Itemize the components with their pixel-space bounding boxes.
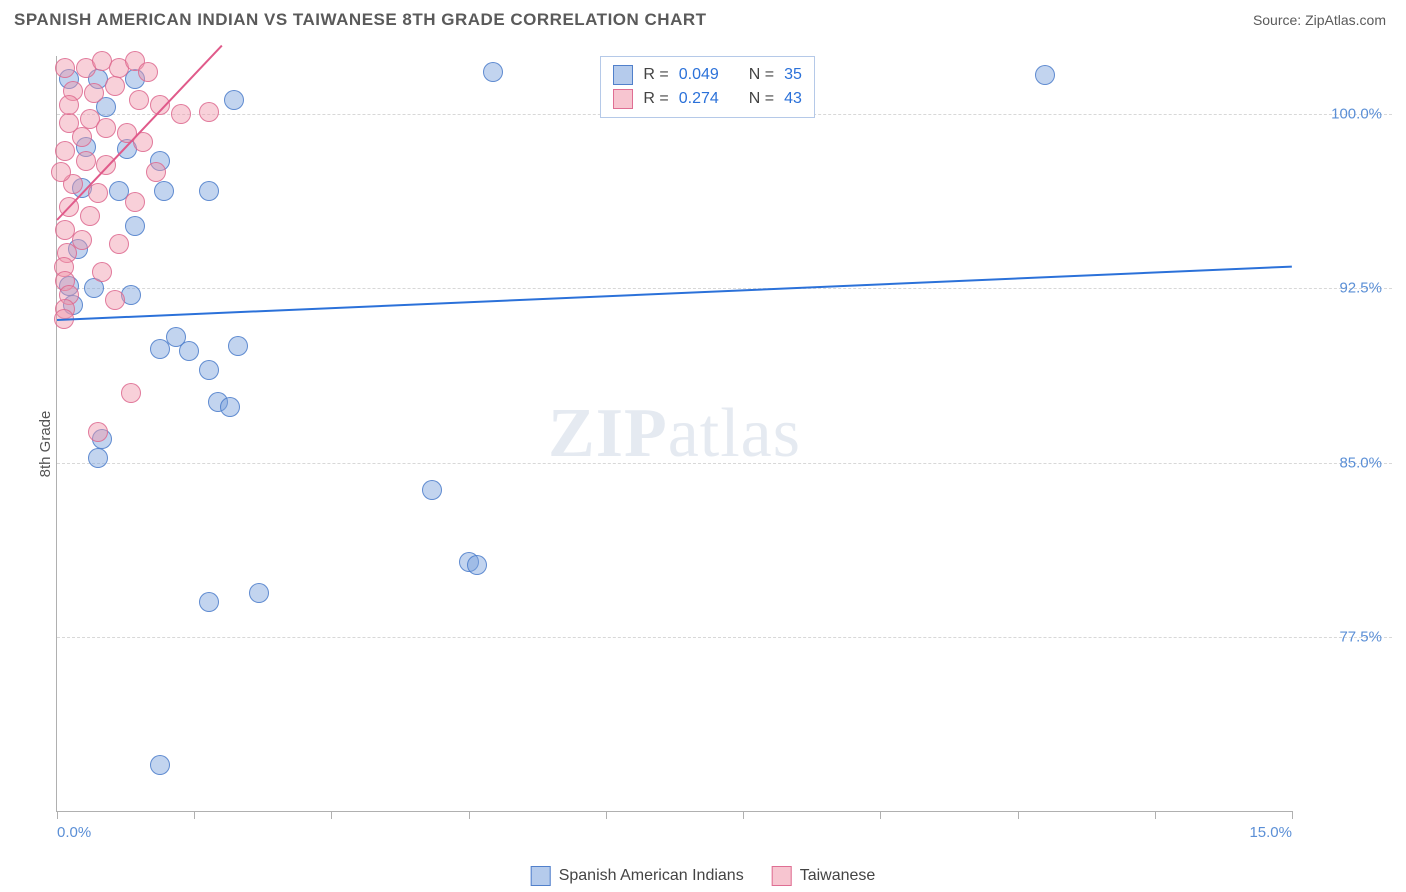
x-tick — [194, 811, 195, 819]
legend-n-label: N = — [749, 66, 774, 84]
scatter-point — [150, 755, 170, 775]
gridline-h — [57, 637, 1392, 638]
scatter-plot: ZIPatlas 100.0%92.5%85.0%77.5%0.0%15.0%R… — [56, 56, 1292, 812]
scatter-point — [121, 383, 141, 403]
scatter-point — [199, 181, 219, 201]
legend-n-label: N = — [749, 90, 774, 108]
legend-swatch — [772, 866, 792, 886]
x-tick — [1018, 811, 1019, 819]
scatter-point — [88, 422, 108, 442]
y-tick-label: 100.0% — [1331, 106, 1382, 123]
legend-n-value: 43 — [784, 90, 802, 108]
legend-n-value: 35 — [784, 66, 802, 84]
legend-label: Taiwanese — [800, 867, 876, 885]
scatter-point — [199, 102, 219, 122]
legend-r-label: R = — [643, 66, 668, 84]
legend-item: Spanish American Indians — [531, 866, 744, 886]
scatter-point — [96, 118, 116, 138]
chart-source: Source: ZipAtlas.com — [1253, 12, 1386, 28]
x-tick — [1292, 811, 1293, 819]
correlation-legend: R = 0.049 N = 35 R = 0.274 N = 43 — [600, 56, 815, 118]
x-tick-label: 15.0% — [1249, 824, 1292, 841]
legend-r-value: 0.274 — [679, 90, 719, 108]
x-tick — [469, 811, 470, 819]
scatter-point — [138, 62, 158, 82]
scatter-point — [105, 76, 125, 96]
legend-r-value: 0.049 — [679, 66, 719, 84]
x-tick — [880, 811, 881, 819]
x-tick — [743, 811, 744, 819]
scatter-point — [146, 162, 166, 182]
scatter-point — [228, 336, 248, 356]
scatter-point — [1035, 65, 1055, 85]
y-tick-label: 77.5% — [1339, 628, 1382, 645]
scatter-point — [59, 95, 79, 115]
scatter-point — [199, 592, 219, 612]
legend-swatch — [531, 866, 551, 886]
scatter-point — [55, 141, 75, 161]
scatter-point — [109, 234, 129, 254]
scatter-point — [51, 162, 71, 182]
y-axis-label: 8th Grade — [37, 411, 54, 478]
legend-r-label: R = — [643, 90, 668, 108]
x-tick — [1155, 811, 1156, 819]
x-tick — [57, 811, 58, 819]
scatter-point — [171, 104, 191, 124]
legend-swatch — [613, 65, 633, 85]
scatter-point — [220, 397, 240, 417]
x-tick — [606, 811, 607, 819]
chart-title: SPANISH AMERICAN INDIAN VS TAIWANESE 8TH… — [14, 10, 707, 30]
scatter-point — [467, 555, 487, 575]
scatter-point — [129, 90, 149, 110]
scatter-point — [84, 83, 104, 103]
scatter-point — [483, 62, 503, 82]
scatter-point — [154, 181, 174, 201]
legend-swatch — [613, 89, 633, 109]
scatter-point — [249, 583, 269, 603]
chart-header: SPANISH AMERICAN INDIAN VS TAIWANESE 8TH… — [0, 0, 1406, 34]
legend-row: R = 0.049 N = 35 — [613, 63, 802, 87]
scatter-point — [125, 216, 145, 236]
scatter-point — [92, 262, 112, 282]
watermark: ZIPatlas — [548, 394, 801, 474]
chart-area: 8th Grade ZIPatlas 100.0%92.5%85.0%77.5%… — [14, 46, 1392, 842]
scatter-point — [199, 360, 219, 380]
y-tick-label: 92.5% — [1339, 280, 1382, 297]
scatter-point — [422, 480, 442, 500]
legend-item: Taiwanese — [772, 866, 876, 886]
scatter-point — [55, 58, 75, 78]
scatter-point — [80, 206, 100, 226]
trend-line — [57, 265, 1292, 320]
scatter-point — [88, 183, 108, 203]
x-tick-label: 0.0% — [57, 824, 91, 841]
scatter-point — [105, 290, 125, 310]
scatter-point — [72, 127, 92, 147]
scatter-point — [224, 90, 244, 110]
scatter-point — [76, 151, 96, 171]
legend-label: Spanish American Indians — [559, 867, 744, 885]
legend-bottom: Spanish American Indians Taiwanese — [531, 866, 876, 886]
x-tick — [331, 811, 332, 819]
gridline-h — [57, 463, 1392, 464]
scatter-point — [166, 327, 186, 347]
scatter-point — [88, 448, 108, 468]
y-tick-label: 85.0% — [1339, 454, 1382, 471]
scatter-point — [125, 192, 145, 212]
legend-row: R = 0.274 N = 43 — [613, 87, 802, 111]
